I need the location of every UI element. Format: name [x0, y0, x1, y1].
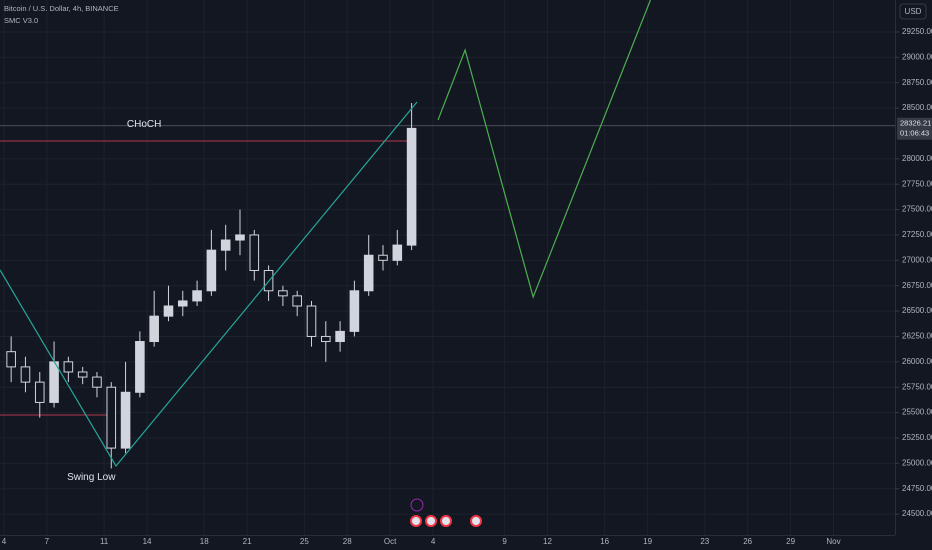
x-tick-label: Oct — [384, 537, 397, 546]
y-tick-label: 25500.00 — [902, 408, 932, 417]
candle-body — [177, 300, 188, 307]
y-tick-label: 25750.00 — [902, 382, 932, 391]
x-tick-label: Nov — [826, 537, 840, 546]
candle-body — [120, 391, 131, 449]
y-tick-label: 26750.00 — [902, 281, 932, 290]
currency-label[interactable]: USD — [905, 7, 922, 16]
candle-body — [406, 127, 417, 246]
zigzag-line — [437, 0, 651, 299]
x-tick-label: 14 — [143, 537, 152, 546]
candle-body — [378, 254, 388, 261]
y-tick-label: 27500.00 — [902, 205, 932, 214]
candle-body — [206, 249, 217, 292]
x-tick-label: 23 — [700, 537, 709, 546]
candle-body — [163, 305, 174, 317]
candle-body — [220, 239, 231, 251]
candle-body — [321, 335, 331, 343]
annotation: CHoCH — [127, 119, 161, 130]
x-tick-label: 25 — [300, 537, 309, 546]
event-icons — [410, 498, 482, 527]
candle-body — [349, 290, 360, 332]
candle-body — [34, 381, 45, 403]
current-price-box — [897, 117, 932, 140]
y-tick-label: 26000.00 — [902, 357, 932, 366]
event-icon[interactable] — [425, 515, 437, 527]
x-tick-label: 7 — [45, 537, 50, 546]
y-tick-label: 29250.00 — [902, 27, 932, 36]
y-tick-label: 25000.00 — [902, 458, 932, 467]
y-tick-label: 26500.00 — [902, 306, 932, 315]
candle-body — [106, 386, 117, 449]
y-tick-label: 28000.00 — [902, 154, 932, 163]
x-tick-label: 19 — [643, 537, 652, 546]
candle-body — [192, 290, 202, 302]
y-tick-label: 24750.00 — [902, 484, 932, 493]
event-icon[interactable] — [470, 515, 482, 527]
y-tick-label: 29000.00 — [902, 52, 932, 61]
event-icon[interactable] — [440, 515, 452, 527]
candle-body — [306, 305, 317, 337]
event-icon[interactable] — [410, 498, 424, 512]
candle-body — [278, 290, 288, 297]
indicator-name: SMC V3.0 — [4, 16, 38, 25]
y-tick-label: 28750.00 — [902, 78, 932, 87]
candle-body — [92, 376, 102, 388]
candle-body — [49, 361, 59, 403]
x-tick-label: 9 — [502, 537, 507, 546]
candle-body — [63, 361, 74, 373]
candle-body — [135, 341, 145, 393]
candle-body — [6, 351, 16, 368]
x-tick-label: 4 — [2, 537, 7, 546]
candle-body — [20, 366, 31, 383]
y-tick-label: 24500.00 — [902, 509, 932, 518]
currency-button[interactable] — [899, 3, 927, 20]
y-tick-label: 26250.00 — [902, 332, 932, 341]
y-tick-label: 28500.00 — [902, 103, 932, 112]
y-tick-label: 27750.00 — [902, 179, 932, 188]
countdown-label: 01:06:43 — [900, 129, 929, 138]
x-tick-label: 21 — [243, 537, 252, 546]
y-tick-label: 27000.00 — [902, 255, 932, 264]
x-tick-label: 26 — [743, 537, 752, 546]
candle-body — [292, 295, 302, 307]
candle-body — [249, 234, 260, 271]
current-price-label: 28326.21 — [900, 119, 931, 128]
candle-body — [149, 315, 159, 343]
y-tick-label: 25250.00 — [902, 433, 932, 442]
x-tick-label: 12 — [543, 537, 552, 546]
zigzag-line — [0, 101, 418, 467]
x-tick-label: 16 — [600, 537, 609, 546]
grid — [0, 0, 895, 535]
x-tick-label: 29 — [786, 537, 795, 546]
y-tick-label: 27250.00 — [902, 230, 932, 239]
annotation: Swing Low — [67, 472, 116, 483]
x-tick-label: 4 — [431, 537, 436, 546]
x-tick-label: 18 — [200, 537, 209, 546]
candle-body — [335, 330, 345, 343]
x-tick-label: 11 — [100, 537, 109, 546]
candle-body — [392, 244, 403, 261]
candle-body — [363, 254, 374, 292]
chart-title: Bitcoin / U.S. Dollar, 4h, BINANCE — [4, 4, 119, 13]
x-tick-label: 28 — [343, 537, 352, 546]
event-icon[interactable] — [410, 515, 422, 527]
candle-body — [235, 234, 245, 241]
candle-body — [77, 371, 88, 378]
